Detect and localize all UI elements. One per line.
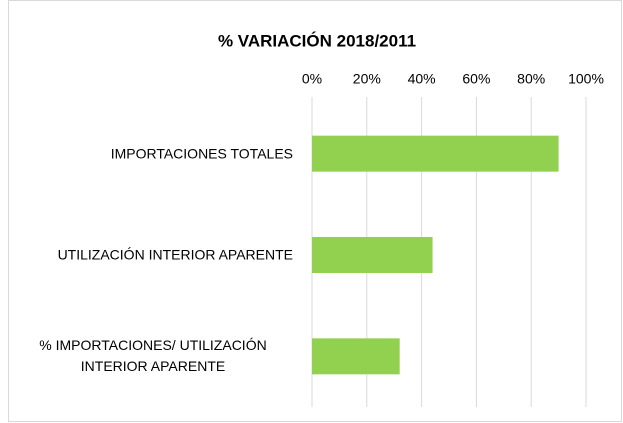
y-tick-label: UTILIZACIÓN INTERIOR APARENTE [57,246,293,263]
y-tick-label: % IMPORTACIONES/ UTILIZACIÓN INTERIOR AP… [39,337,267,375]
chart-border [8,0,622,422]
x-tick-label: 20% [353,71,381,87]
x-tick-label: 0% [302,71,322,87]
bar [312,338,400,375]
y-tick-label: IMPORTACIONES TOTALES [110,145,293,162]
x-tick-label: 80% [517,71,545,87]
chart-title: % VARIACIÓN 2018/2011 [218,31,416,50]
x-tick-label: 100% [568,71,604,87]
x-tick-label: 60% [462,71,490,87]
bar [312,237,433,273]
bar [312,135,559,172]
x-tick-label: 40% [408,71,436,87]
